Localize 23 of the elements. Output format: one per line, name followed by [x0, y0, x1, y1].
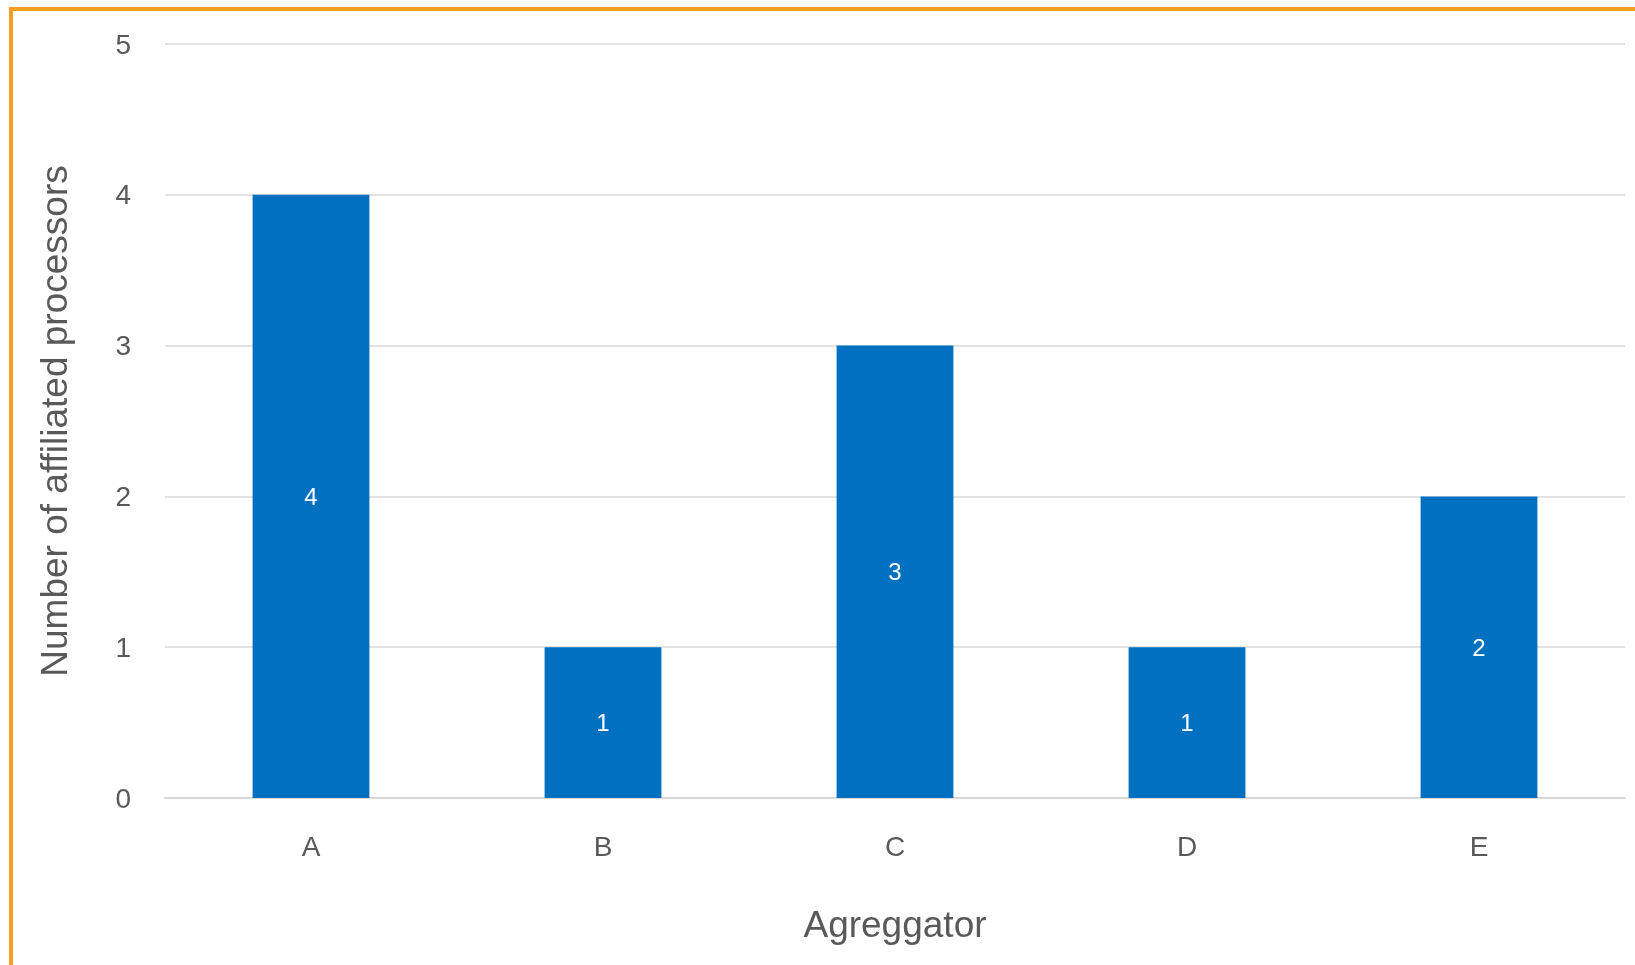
- bar: [252, 194, 370, 798]
- bar: [836, 345, 954, 798]
- y-tick-label: 2: [115, 480, 131, 512]
- y-tick-label: 0: [115, 782, 131, 814]
- y-tick-label: 4: [115, 179, 131, 211]
- x-tick-label: B: [593, 830, 613, 862]
- bar: [544, 647, 662, 798]
- data-label: 1: [1180, 709, 1194, 737]
- x-tick-label: C: [884, 830, 906, 862]
- y-tick-label: 1: [115, 631, 131, 663]
- data-label: 3: [888, 558, 902, 586]
- data-label: 1: [596, 709, 610, 737]
- bar: [1128, 647, 1246, 798]
- data-label: 4: [304, 482, 318, 510]
- x-tick-label: E: [1469, 830, 1489, 862]
- y-tick-label: 3: [115, 330, 131, 362]
- x-axis-title: Agreggator: [803, 904, 987, 945]
- y-axis-title: Number of affiliated processors: [34, 165, 75, 677]
- bar: [1420, 496, 1538, 798]
- x-tick-label: D: [1176, 830, 1198, 862]
- y-tick-label: 5: [115, 28, 131, 60]
- data-label: 2: [1472, 633, 1486, 661]
- x-tick-label: A: [301, 830, 321, 862]
